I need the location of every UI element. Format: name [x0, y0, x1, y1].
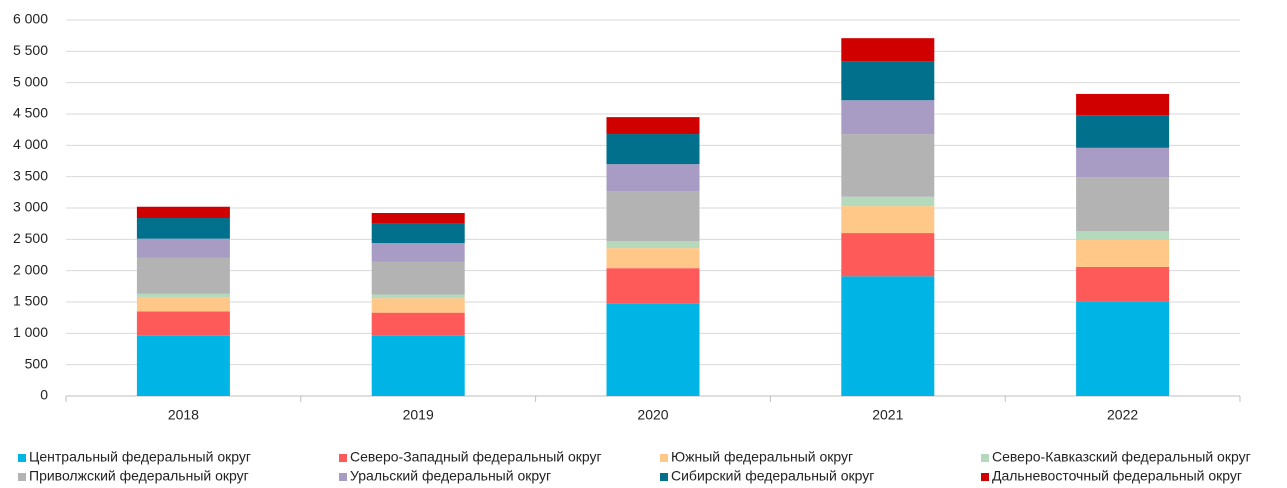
- y-tick-label: 4 500: [13, 105, 48, 121]
- bar-segment: [136, 218, 230, 239]
- y-tick-label: 2 500: [13, 230, 48, 246]
- legend-label: Северо-Кавказский федеральный округ: [992, 449, 1251, 465]
- legend-label: Дальневосточный федеральный округ: [992, 468, 1242, 484]
- x-tick-label: 2021: [872, 407, 903, 423]
- bar-segment: [841, 233, 935, 277]
- x-tick-label: 2022: [1107, 407, 1138, 423]
- legend-label: Сибирский федеральный округ: [671, 468, 874, 484]
- legend-swatch: [660, 454, 668, 462]
- bar-segment: [136, 206, 230, 219]
- legend-swatch: [18, 473, 26, 481]
- y-tick-label: 1 500: [13, 293, 48, 309]
- bar-segment: [136, 293, 230, 298]
- bar-segment: [1076, 239, 1170, 267]
- bar-segment: [371, 243, 465, 262]
- bar-segment: [136, 311, 230, 336]
- bar-segment: [606, 268, 700, 304]
- y-tick-label: 0: [40, 387, 48, 403]
- legend-swatch: [981, 473, 989, 481]
- bar-segment: [606, 164, 700, 192]
- bar-segment: [371, 261, 465, 295]
- y-tick-label: 3 500: [13, 167, 48, 183]
- legend-swatch: [981, 454, 989, 462]
- bar-segment: [841, 276, 935, 396]
- bar-segment: [1076, 177, 1170, 232]
- bar-segment: [136, 335, 230, 396]
- legend-swatch: [339, 454, 347, 462]
- x-tick-label: 2018: [168, 407, 199, 423]
- bar-segment: [841, 206, 935, 234]
- x-tick-label: 2020: [637, 407, 668, 423]
- bar-segment: [1076, 115, 1170, 148]
- bar-segment: [1076, 266, 1170, 302]
- legend-swatch: [660, 473, 668, 481]
- bar-segment: [841, 100, 935, 135]
- y-tick-label: 500: [25, 355, 49, 371]
- legend-label: Уральский федеральный округ: [350, 468, 551, 484]
- bar-segment: [1076, 147, 1170, 178]
- y-tick-label: 6 000: [13, 11, 48, 27]
- bar-segment: [1076, 93, 1170, 116]
- bar-segment: [841, 196, 935, 207]
- bar-segment: [841, 134, 935, 197]
- y-tick-label: 4 000: [13, 136, 48, 152]
- bar-segment: [136, 257, 230, 294]
- bar-segment: [371, 213, 465, 224]
- legend-label: Южный федеральный округ: [671, 449, 853, 465]
- legend-label: Центральный федеральный округ: [29, 449, 251, 465]
- bar-segment: [841, 38, 935, 62]
- legend-swatch: [18, 454, 26, 462]
- y-tick-label: 1 000: [13, 324, 48, 340]
- y-tick-label: 5 500: [13, 42, 48, 58]
- bar-segment: [606, 303, 700, 396]
- bar-segment: [371, 298, 465, 313]
- y-tick-label: 2 000: [13, 261, 48, 277]
- bar-segment: [841, 61, 935, 101]
- x-tick-label: 2019: [403, 407, 434, 423]
- legend-label: Приволжский федеральный округ: [29, 468, 249, 484]
- bar-segment: [1076, 301, 1170, 396]
- bar-segment: [371, 294, 465, 299]
- bar-segment: [371, 312, 465, 336]
- y-tick-label: 5 000: [13, 73, 48, 89]
- bar-segment: [606, 248, 700, 269]
- bar-segment: [1076, 231, 1170, 240]
- bar-segment: [606, 191, 700, 242]
- bar-segment: [371, 335, 465, 396]
- legend-swatch: [339, 473, 347, 481]
- bar-segment: [371, 223, 465, 244]
- bar-segment: [136, 238, 230, 258]
- bar-segment: [606, 134, 700, 165]
- bar-segment: [606, 117, 700, 135]
- y-tick-label: 3 000: [13, 199, 48, 215]
- legend-label: Северо-Западный федеральный округ: [350, 449, 602, 465]
- bar-segment: [136, 297, 230, 312]
- bar-segment: [606, 241, 700, 249]
